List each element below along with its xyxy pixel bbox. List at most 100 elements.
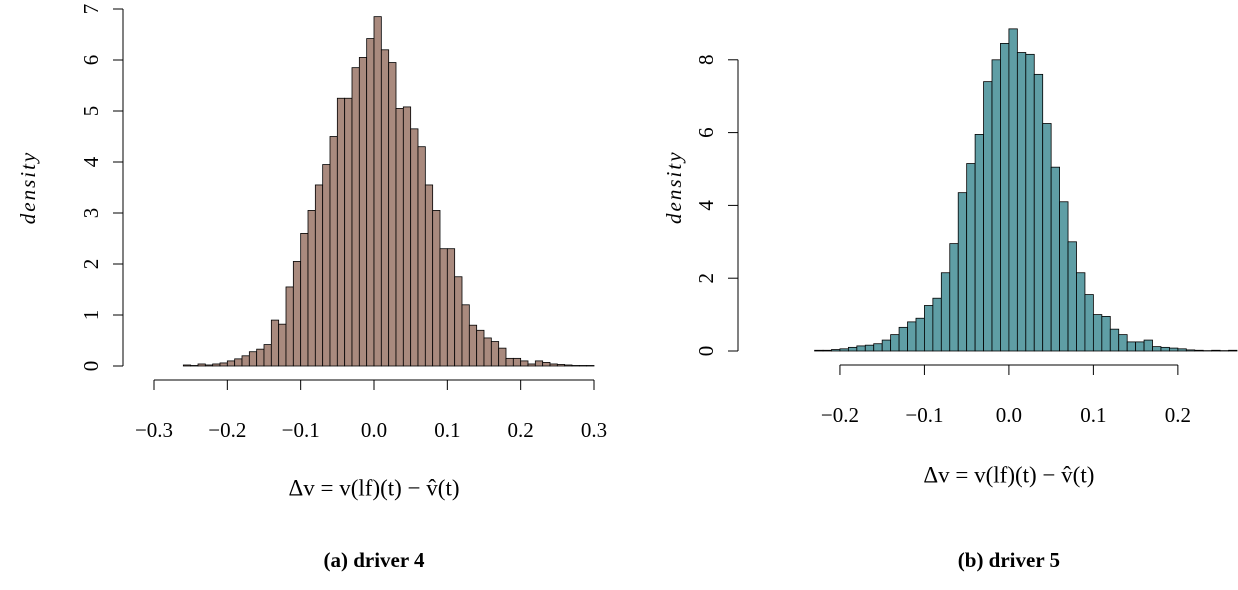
bar [212, 363, 221, 367]
y-tick-label: 6 [694, 127, 718, 138]
bar [1160, 346, 1170, 352]
x-tick-label: −0.1 [282, 418, 320, 442]
bar [446, 248, 456, 367]
x-tick-label: 0.0 [361, 418, 387, 442]
bar [483, 337, 492, 367]
y-tick-label: 5 [79, 106, 103, 117]
bar [564, 364, 573, 367]
y-tick-label: 8 [694, 55, 718, 66]
x-axis-label: Δv = v(lf)(t) − v̂(t) [923, 462, 1094, 487]
bar [285, 286, 294, 367]
bar [322, 164, 331, 367]
bar [256, 348, 265, 367]
bar [814, 349, 824, 352]
bar [578, 365, 588, 367]
bar [402, 106, 412, 367]
bar [468, 324, 478, 367]
y-tick-label: 2 [694, 273, 718, 284]
x-tick-label: 0.1 [434, 418, 460, 442]
x-tick-label: −0.2 [821, 403, 859, 427]
bar [898, 326, 908, 352]
bar [940, 272, 951, 352]
bar [461, 304, 470, 367]
bar [822, 349, 832, 352]
bar [270, 319, 280, 367]
x-tick-label: −0.3 [135, 418, 173, 442]
bar [1033, 73, 1044, 352]
x-tick-label: 0.2 [1165, 403, 1191, 427]
caption: (b) driver 5 [958, 548, 1060, 572]
bar [586, 365, 595, 367]
x-tick-label: −0.1 [905, 403, 943, 427]
bar [1076, 272, 1086, 352]
y-axis-label: density [662, 150, 686, 223]
bar [1101, 316, 1111, 352]
bar [1042, 123, 1052, 352]
bar [839, 348, 849, 352]
bar [219, 362, 228, 367]
bar [241, 355, 250, 367]
bar [366, 38, 375, 367]
y-tick-label: 0 [79, 361, 103, 372]
y-tick-label: 1 [79, 310, 103, 321]
x-tick-label: 0.1 [1080, 403, 1106, 427]
bar [556, 364, 566, 367]
bar [197, 363, 206, 367]
bar [380, 49, 390, 367]
y-tick-label: 2 [79, 259, 103, 270]
bar [248, 351, 258, 367]
bar [490, 341, 500, 367]
bar [881, 339, 892, 352]
bar [373, 16, 382, 367]
bar [1152, 346, 1162, 352]
bar [1092, 314, 1103, 352]
bar [234, 358, 243, 367]
bar [395, 108, 404, 367]
bar [292, 261, 302, 367]
y-tick-label: 4 [79, 156, 103, 167]
x-tick-label: 0.0 [996, 403, 1022, 427]
bar [983, 81, 993, 352]
bar [1050, 166, 1060, 352]
bar [454, 276, 463, 367]
bar [204, 364, 214, 367]
bar [542, 362, 551, 367]
bar [1016, 52, 1027, 352]
bar [498, 347, 507, 367]
bar [1109, 328, 1120, 352]
bar [1194, 349, 1204, 352]
bar [527, 363, 536, 367]
y-axis-label: density [16, 151, 40, 224]
bar [1143, 339, 1153, 352]
bar [182, 364, 192, 367]
bar [864, 344, 875, 352]
bar [534, 360, 544, 367]
bar [924, 305, 934, 352]
bar [974, 134, 984, 352]
bar [1059, 201, 1069, 352]
bar [410, 128, 419, 367]
bar [1135, 341, 1145, 352]
bar [424, 184, 434, 367]
bar [417, 146, 426, 367]
bar [847, 346, 858, 352]
x-tick-label: 0.2 [508, 418, 534, 442]
bar [949, 243, 959, 352]
bar [571, 365, 580, 367]
bar [336, 97, 346, 367]
bar [329, 136, 338, 367]
bar [1211, 349, 1221, 352]
bar [856, 345, 866, 352]
x-tick-label: 0.3 [581, 418, 607, 442]
bar [278, 323, 287, 367]
bar [263, 344, 272, 367]
bar [1185, 349, 1196, 352]
y-tick-label: 3 [79, 208, 103, 219]
bar [915, 317, 925, 352]
x-axis-label: Δv = v(lf)(t) − v̂(t) [288, 475, 459, 500]
y-tick-label: 4 [694, 200, 718, 211]
caption: (a) driver 4 [323, 548, 425, 572]
bar [1084, 294, 1094, 352]
bar [432, 210, 441, 367]
